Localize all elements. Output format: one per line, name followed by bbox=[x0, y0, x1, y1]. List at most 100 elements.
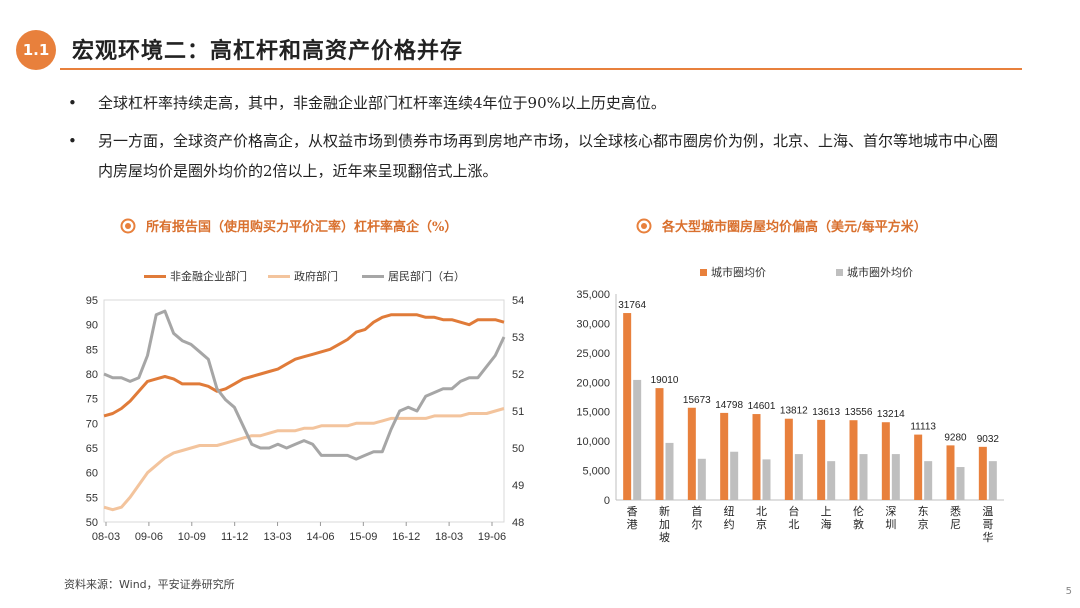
legend-swatch bbox=[144, 274, 166, 278]
x-category-label: 纽约 bbox=[724, 504, 735, 531]
x-tick-label: 14-06 bbox=[306, 531, 334, 543]
bullet-item-2: • 另一方面，全球资产价格高企，从权益市场到债券市场再到房地产市场，以全球核心都… bbox=[68, 126, 1008, 186]
legend-swatch bbox=[836, 268, 843, 276]
y2-tick-label: 48 bbox=[512, 517, 524, 529]
leverage-legend-household: 居民部门（右） bbox=[362, 268, 465, 284]
legend-swatch bbox=[362, 274, 384, 278]
title-underline bbox=[60, 68, 1022, 70]
x-tick-label: 13-03 bbox=[263, 531, 291, 543]
bar-inner-city bbox=[752, 414, 761, 500]
housing-legend-outer: 城市圈外均价 bbox=[836, 264, 913, 280]
x-tick-label: 19-06 bbox=[478, 531, 506, 543]
bar-data-label: 13556 bbox=[845, 407, 873, 418]
x-category-label: 上海 bbox=[821, 505, 832, 531]
bar-data-label: 9280 bbox=[944, 432, 967, 443]
y-tick-label: 75 bbox=[86, 394, 98, 406]
bar-outer-city bbox=[891, 454, 900, 500]
bar-outer-city bbox=[859, 454, 868, 500]
housing-legend-inner: 城市圈均价 bbox=[700, 264, 766, 280]
x-tick-label: 11-12 bbox=[221, 531, 248, 543]
bar-outer-city bbox=[665, 442, 674, 500]
plot-frame bbox=[103, 299, 505, 523]
bar-outer-city bbox=[633, 379, 642, 500]
bar-outer-city bbox=[730, 451, 739, 500]
y2-tick-label: 49 bbox=[512, 480, 524, 492]
x-tick-label: 16-12 bbox=[392, 531, 420, 543]
bar-inner-city bbox=[849, 420, 858, 500]
bar-inner-city bbox=[978, 446, 987, 500]
y-tick-label: 95 bbox=[86, 295, 98, 307]
y-tick-label: 15,000 bbox=[576, 407, 610, 419]
y-tick-label: 5,000 bbox=[582, 466, 610, 478]
x-category-label: 台北 bbox=[788, 504, 799, 531]
bullet-list: • 全球杠杆率持续走高，其中，非金融企业部门杠杆率连续4年位于90%以上历史高位… bbox=[68, 88, 1008, 194]
bar-outer-city bbox=[762, 459, 771, 500]
section-badge: 1.1 bbox=[16, 30, 56, 70]
legend-label: 非金融企业部门 bbox=[170, 270, 247, 283]
y-tick-label: 30,000 bbox=[576, 318, 610, 330]
y-tick-label: 50 bbox=[86, 517, 98, 529]
bar-data-label: 14798 bbox=[715, 400, 743, 411]
y-tick-label: 55 bbox=[86, 492, 98, 504]
y-tick-label: 85 bbox=[86, 344, 98, 356]
x-category-label: 东京 bbox=[918, 505, 929, 531]
housing-chart-title-text: 各大型城市圈房屋均价偏高（美元/每平方米） bbox=[662, 220, 927, 235]
bar-data-label: 9032 bbox=[977, 434, 1000, 445]
y-tick-label: 35,000 bbox=[576, 289, 610, 301]
legend-label: 政府部门 bbox=[294, 270, 338, 283]
bullet-dot-icon: • bbox=[68, 94, 77, 112]
x-category-label: 新加坡 bbox=[659, 504, 670, 544]
y2-tick-label: 54 bbox=[512, 295, 524, 307]
leverage-legend-corp: 非金融企业部门 bbox=[144, 268, 247, 284]
housing-chart-title: 各大型城市圈房屋均价偏高（美元/每平方米） bbox=[636, 216, 927, 235]
bar-inner-city bbox=[687, 407, 696, 500]
x-tick-label: 09-06 bbox=[135, 531, 163, 543]
x-tick-label: 15-09 bbox=[349, 531, 377, 543]
y-tick-label: 60 bbox=[86, 468, 98, 480]
bar-data-label: 11113 bbox=[910, 422, 936, 433]
x-category-label: 温哥华 bbox=[982, 505, 993, 544]
bullet-dot-icon: • bbox=[68, 132, 77, 150]
target-ring-icon bbox=[120, 218, 136, 233]
bar-inner-city bbox=[623, 313, 632, 500]
series-government-line bbox=[103, 407, 505, 512]
leverage-legend-gov: 政府部门 bbox=[268, 268, 338, 284]
x-category-label: 深圳 bbox=[885, 505, 896, 531]
x-tick-label: 10-09 bbox=[178, 531, 206, 543]
legend-label: 城市圈外均价 bbox=[847, 266, 913, 279]
bar-outer-city bbox=[956, 467, 965, 500]
y2-tick-label: 51 bbox=[512, 406, 524, 418]
bar-data-label: 15673 bbox=[683, 395, 711, 406]
legend-label: 城市圈均价 bbox=[711, 266, 766, 279]
bar-inner-city bbox=[784, 418, 793, 500]
bar-outer-city bbox=[924, 461, 933, 500]
bullet-item-1: • 全球杠杆率持续走高，其中，非金融企业部门杠杆率连续4年位于90%以上历史高位… bbox=[68, 88, 1008, 118]
series-household-line bbox=[103, 309, 506, 461]
y-tick-label: 80 bbox=[86, 369, 98, 381]
y2-tick-label: 50 bbox=[512, 443, 524, 455]
page-number: 5 bbox=[1065, 586, 1072, 597]
x-category-label: 悉尼 bbox=[950, 505, 961, 531]
y-tick-label: 10,000 bbox=[576, 436, 610, 448]
y-tick-label: 0 bbox=[604, 495, 610, 507]
source-note: 资料来源：Wind，平安证券研究所 bbox=[64, 578, 235, 591]
bar-outer-city bbox=[697, 458, 706, 500]
y-tick-label: 20,000 bbox=[576, 377, 610, 389]
legend-swatch bbox=[700, 268, 707, 276]
x-category-label: 首尔 bbox=[691, 504, 702, 531]
bar-inner-city bbox=[655, 388, 664, 500]
bar-data-label: 13812 bbox=[780, 406, 808, 417]
bar-data-label: 14601 bbox=[748, 401, 776, 412]
y-tick-label: 90 bbox=[86, 320, 98, 332]
y2-tick-label: 52 bbox=[512, 369, 524, 381]
x-category-label: 北京 bbox=[756, 505, 767, 531]
y2-tick-label: 53 bbox=[512, 332, 524, 344]
bar-inner-city bbox=[946, 445, 955, 500]
x-category-label: 伦敦 bbox=[853, 504, 864, 531]
page-title: 宏观环境二：高杠杆和高资产价格并存 bbox=[72, 38, 464, 64]
x-tick-label: 18-03 bbox=[435, 531, 463, 543]
legend-label: 居民部门（右） bbox=[388, 270, 465, 283]
bar-outer-city bbox=[827, 461, 836, 500]
